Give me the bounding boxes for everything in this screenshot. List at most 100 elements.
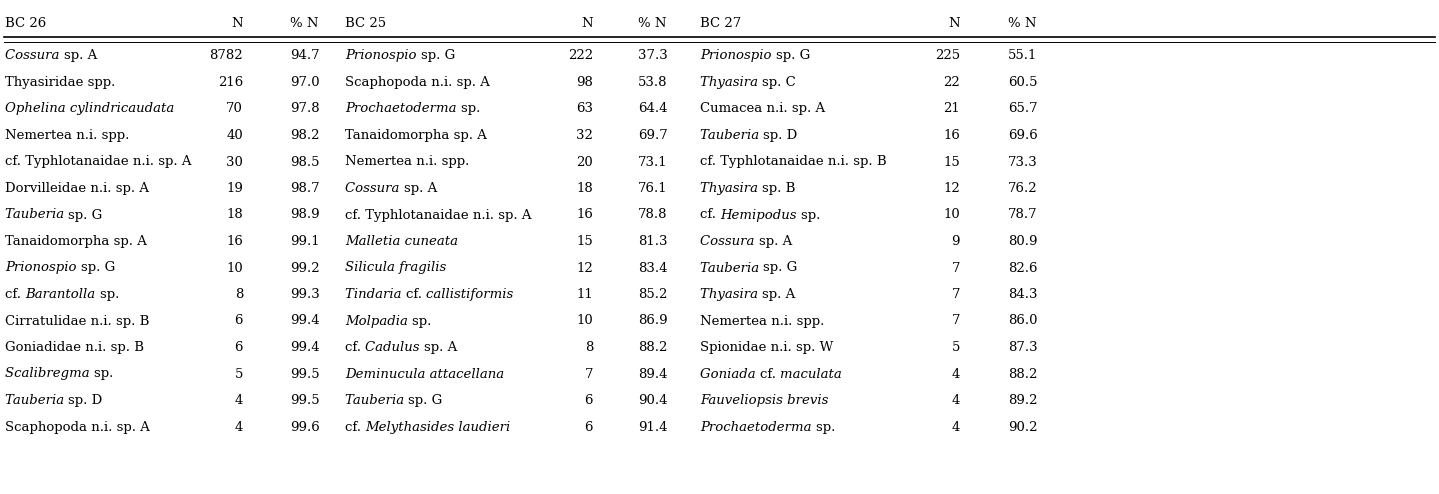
Text: sp. G: sp. G (763, 261, 802, 275)
Text: 60.5: 60.5 (1007, 76, 1038, 89)
Text: Malletia cuneata: Malletia cuneata (345, 235, 462, 248)
Text: sp.: sp. (99, 288, 124, 301)
Text: Thyasiridae spp.: Thyasiridae spp. (4, 76, 119, 89)
Text: sp. D: sp. D (763, 129, 802, 142)
Text: 20: 20 (576, 156, 593, 168)
Text: 80.9: 80.9 (1007, 235, 1038, 248)
Text: Cumacea n.i. sp. A: Cumacea n.i. sp. A (699, 102, 829, 116)
Text: N: N (232, 17, 243, 31)
Text: Thyasira: Thyasira (699, 76, 763, 89)
Text: 89.4: 89.4 (637, 368, 668, 380)
Text: sp. A: sp. A (758, 235, 796, 248)
Text: 99.4: 99.4 (291, 315, 319, 328)
Text: 10: 10 (943, 208, 960, 221)
Text: cf.: cf. (345, 420, 366, 434)
Text: Tauberia: Tauberia (4, 394, 69, 407)
Text: sp. G: sp. G (409, 394, 448, 407)
Text: Tanaidomorpha sp. A: Tanaidomorpha sp. A (345, 129, 491, 142)
Text: BC 26: BC 26 (4, 17, 46, 31)
Text: 18: 18 (576, 182, 593, 195)
Text: 10: 10 (576, 315, 593, 328)
Text: Tauberia: Tauberia (699, 129, 763, 142)
Text: 78.7: 78.7 (1007, 208, 1038, 221)
Text: sp. A: sp. A (403, 182, 442, 195)
Text: Cossura: Cossura (345, 182, 403, 195)
Text: 87.3: 87.3 (1007, 341, 1038, 354)
Text: 8: 8 (584, 341, 593, 354)
Text: sp. G: sp. G (81, 261, 119, 275)
Text: 12: 12 (943, 182, 960, 195)
Text: 21: 21 (943, 102, 960, 116)
Text: 216: 216 (217, 76, 243, 89)
Text: 98.2: 98.2 (291, 129, 319, 142)
Text: Silicula fragilis: Silicula fragilis (345, 261, 450, 275)
Text: Melythasides laudieri: Melythasides laudieri (366, 420, 515, 434)
Text: 18: 18 (226, 208, 243, 221)
Text: Nemertea n.i. spp.: Nemertea n.i. spp. (4, 129, 134, 142)
Text: 11: 11 (576, 288, 593, 301)
Text: Spionidae n.i. sp. W: Spionidae n.i. sp. W (699, 341, 837, 354)
Text: 10: 10 (226, 261, 243, 275)
Text: cf.: cf. (699, 208, 721, 221)
Text: 76.2: 76.2 (1007, 182, 1038, 195)
Text: % N: % N (637, 17, 666, 31)
Text: Deminucula attacellana: Deminucula attacellana (345, 368, 508, 380)
Text: 37.3: 37.3 (637, 49, 668, 63)
Text: 225: 225 (935, 49, 960, 63)
Text: N: N (581, 17, 593, 31)
Text: 65.7: 65.7 (1007, 102, 1038, 116)
Text: 70: 70 (226, 102, 243, 116)
Text: 99.1: 99.1 (291, 235, 319, 248)
Text: 73.3: 73.3 (1007, 156, 1038, 168)
Text: sp.: sp. (412, 315, 436, 328)
Text: 8: 8 (235, 288, 243, 301)
Text: sp.: sp. (94, 368, 118, 380)
Text: 6: 6 (584, 394, 593, 407)
Text: 4: 4 (951, 368, 960, 380)
Text: 40: 40 (226, 129, 243, 142)
Text: 84.3: 84.3 (1007, 288, 1038, 301)
Text: 7: 7 (951, 261, 960, 275)
Text: 78.8: 78.8 (637, 208, 668, 221)
Text: Scalibregma: Scalibregma (4, 368, 94, 380)
Text: 16: 16 (226, 235, 243, 248)
Text: Cadulus: Cadulus (366, 341, 425, 354)
Text: sp. A: sp. A (425, 341, 462, 354)
Text: 90.4: 90.4 (637, 394, 668, 407)
Text: sp. D: sp. D (69, 394, 106, 407)
Text: 99.5: 99.5 (291, 368, 319, 380)
Text: 6: 6 (235, 341, 243, 354)
Text: 99.2: 99.2 (291, 261, 319, 275)
Text: 30: 30 (226, 156, 243, 168)
Text: Molpadia: Molpadia (345, 315, 412, 328)
Text: Tauberia: Tauberia (345, 394, 409, 407)
Text: 5: 5 (235, 368, 243, 380)
Text: 64.4: 64.4 (637, 102, 668, 116)
Text: callistiformis: callistiformis (426, 288, 518, 301)
Text: 88.2: 88.2 (637, 341, 668, 354)
Text: Prochaetoderma: Prochaetoderma (345, 102, 460, 116)
Text: 94.7: 94.7 (291, 49, 319, 63)
Text: 16: 16 (576, 208, 593, 221)
Text: Scaphopoda n.i. sp. A: Scaphopoda n.i. sp. A (345, 76, 494, 89)
Text: 81.3: 81.3 (637, 235, 668, 248)
Text: 6: 6 (584, 420, 593, 434)
Text: Prochaetoderma: Prochaetoderma (699, 420, 816, 434)
Text: 91.4: 91.4 (637, 420, 668, 434)
Text: sp. G: sp. G (69, 208, 106, 221)
Text: 16: 16 (943, 129, 960, 142)
Text: 73.1: 73.1 (637, 156, 668, 168)
Text: 6: 6 (235, 315, 243, 328)
Text: 99.3: 99.3 (291, 288, 319, 301)
Text: 53.8: 53.8 (637, 76, 668, 89)
Text: 85.2: 85.2 (637, 288, 668, 301)
Text: Hemipodus: Hemipodus (721, 208, 802, 221)
Text: 99.5: 99.5 (291, 394, 319, 407)
Text: 89.2: 89.2 (1007, 394, 1038, 407)
Text: 69.6: 69.6 (1007, 129, 1038, 142)
Text: 4: 4 (951, 394, 960, 407)
Text: sp.: sp. (816, 420, 839, 434)
Text: 4: 4 (235, 420, 243, 434)
Text: Cossura: Cossura (699, 235, 758, 248)
Text: Nemertea n.i. spp.: Nemertea n.i. spp. (699, 315, 829, 328)
